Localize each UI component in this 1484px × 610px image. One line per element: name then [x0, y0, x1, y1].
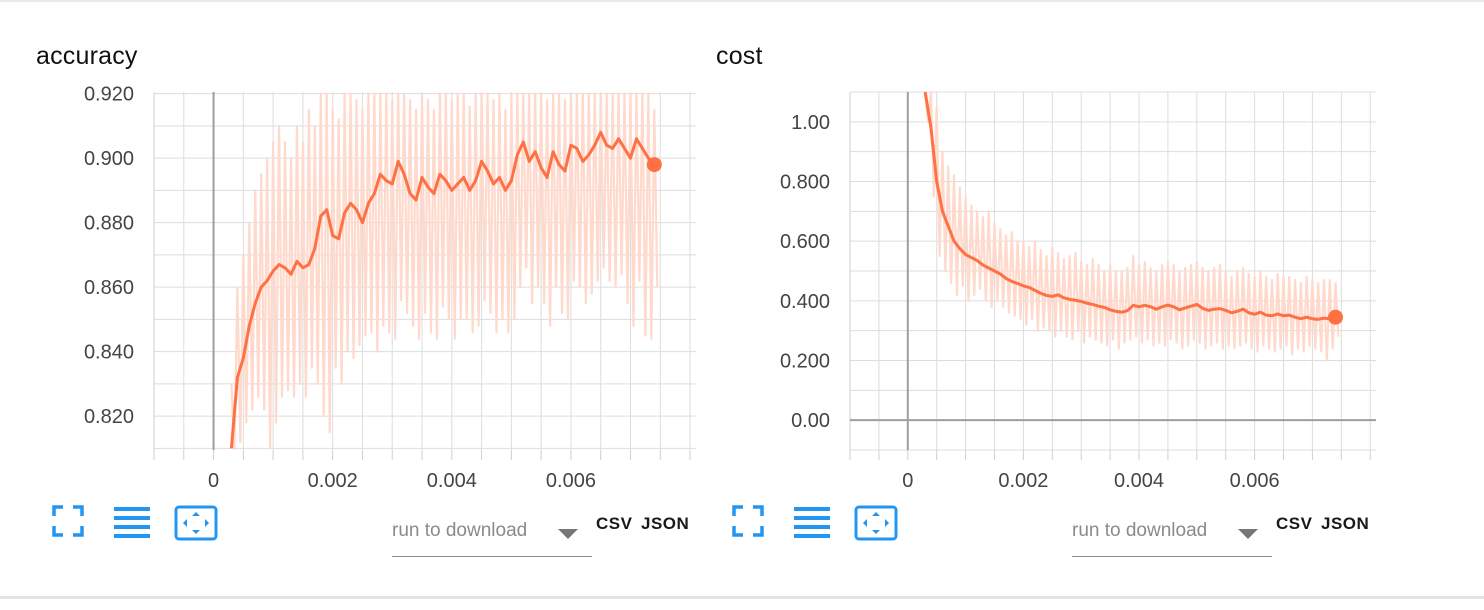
chart-card-cost: cost 0.00 0.200 0.400 0.600 0.800 1.00 0 0.002 0…: [696, 0, 1416, 596]
run-download-select[interactable]: run to download: [1072, 512, 1272, 557]
y-tick-label: 0.400: [780, 291, 830, 313]
x-tick-label: 0.004: [427, 470, 477, 492]
y-tick-label: 0.880: [84, 213, 134, 235]
series: [229, 92, 659, 450]
cost-chart[interactable]: 0.00 0.200 0.400 0.600 0.800 1.00 0 0.002 0.004 0…: [696, 0, 1416, 500]
series: [923, 92, 1340, 362]
grid: [849, 91, 1376, 460]
raw-series-line: [924, 92, 1340, 362]
y-tick-label: 0.00: [791, 410, 830, 432]
x-tick-label: 0.004: [1114, 470, 1164, 492]
y-tick-label: 0.200: [780, 351, 830, 373]
fullscreen-icon[interactable]: [732, 505, 764, 542]
y-tick-label: 0.860: [84, 277, 134, 299]
csv-download-link[interactable]: CSV: [596, 514, 633, 533]
x-tick-label: 0.006: [546, 470, 596, 492]
json-download-link[interactable]: JSON: [1321, 514, 1370, 533]
csv-download-link[interactable]: CSV: [1276, 514, 1313, 533]
chevron-down-icon: [558, 529, 578, 539]
accuracy-chart[interactable]: 0.820 0.840 0.860 0.880 0.900 0.920 0 0.002 0.00…: [0, 0, 720, 500]
x-tick-label: 0: [902, 470, 913, 492]
y-tick-label: 0.800: [780, 172, 830, 194]
x-tick-label: 0: [208, 470, 219, 492]
x-tick-label: 0.002: [998, 470, 1048, 492]
y-tick-label: 0.920: [84, 84, 134, 106]
fit-domain-icon[interactable]: [854, 505, 898, 546]
fit-domain-icon[interactable]: [174, 505, 218, 546]
x-tick-label: 0.006: [1230, 470, 1280, 492]
json-download-link[interactable]: JSON: [641, 514, 690, 533]
run-download-select[interactable]: run to download: [392, 512, 592, 557]
chevron-down-icon: [1238, 529, 1258, 539]
select-placeholder: run to download: [1072, 520, 1208, 541]
y-tick-label: 0.840: [84, 342, 134, 364]
chart-title: accuracy: [36, 42, 138, 70]
y-tick-label: 1.00: [791, 112, 830, 134]
menu-lines-icon[interactable]: [114, 505, 150, 544]
raw-series-line: [230, 92, 659, 450]
smoothed-series-line: [229, 130, 656, 449]
y-tick-label: 0.820: [84, 406, 134, 428]
bottom-divider: [0, 596, 1484, 599]
last-point-marker: [646, 157, 662, 173]
chart-card-accuracy: accuracy 0.820 0.840 0.860 0.880 0.900 0.920 0…: [0, 0, 720, 596]
select-placeholder: run to download: [392, 520, 528, 541]
y-tick-label: 0.600: [780, 231, 830, 253]
menu-lines-icon[interactable]: [794, 505, 830, 544]
top-divider: [0, 0, 1484, 2]
last-point-marker: [1328, 309, 1344, 325]
y-tick-label: 0.900: [84, 148, 134, 170]
smoothed-series-line: [923, 92, 1336, 321]
fullscreen-icon[interactable]: [52, 505, 84, 542]
x-tick-label: 0.002: [308, 470, 358, 492]
chart-title: cost: [716, 42, 763, 70]
